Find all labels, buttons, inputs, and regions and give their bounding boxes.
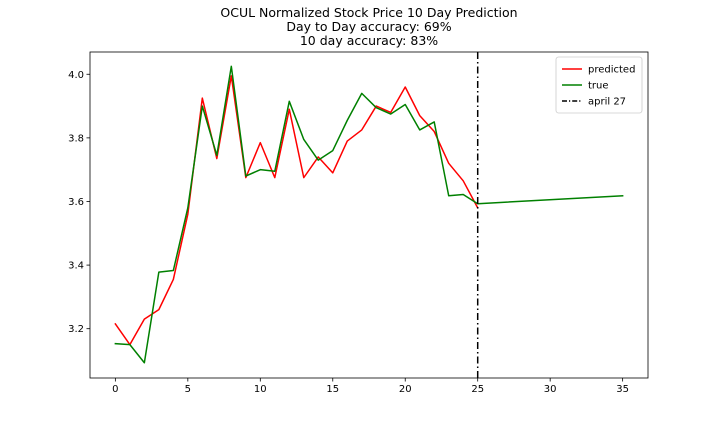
title-line-3: 10 day accuracy: 83%: [300, 33, 438, 48]
x-tick-label: 20: [399, 384, 412, 395]
title-line-2: Day to Day accuracy: 69%: [286, 19, 451, 34]
y-tick-label: 3.8: [68, 133, 84, 144]
axes-frame: [89, 51, 649, 379]
legend-label-true: true: [588, 81, 609, 92]
legend-label-predicted: predicted: [588, 65, 635, 76]
series-line-true: [114, 65, 624, 364]
x-tick-label: 10: [254, 384, 267, 395]
legend-label-april-27: april 27: [588, 97, 626, 108]
x-tick-label: 15: [326, 384, 339, 395]
x-tick-label: 0: [112, 384, 118, 395]
title-line-1: OCUL Normalized Stock Price 10 Day Predi…: [220, 5, 517, 20]
y-tick-label: 3.2: [68, 324, 84, 335]
x-tick-label: 25: [471, 384, 484, 395]
legend: predicted true april 27: [555, 56, 643, 114]
y-tick-label: 4.0: [68, 70, 84, 81]
chart-title: OCUL Normalized Stock Price 10 Day Predi…: [220, 5, 517, 48]
x-tick-label: 35: [616, 384, 629, 395]
plot-area: [114, 52, 624, 378]
x-tick-label: 5: [185, 384, 191, 395]
axes: 0 5 10 15 20 25 30 35 3.2 3.4 3.6 3.8 4.0: [68, 51, 649, 395]
series-line-predicted: [114, 75, 479, 346]
y-tick-label: 3.6: [68, 197, 84, 208]
legend-box: [555, 56, 643, 114]
x-tick-label: 30: [544, 384, 557, 395]
y-tick-label: 3.4: [68, 261, 84, 272]
